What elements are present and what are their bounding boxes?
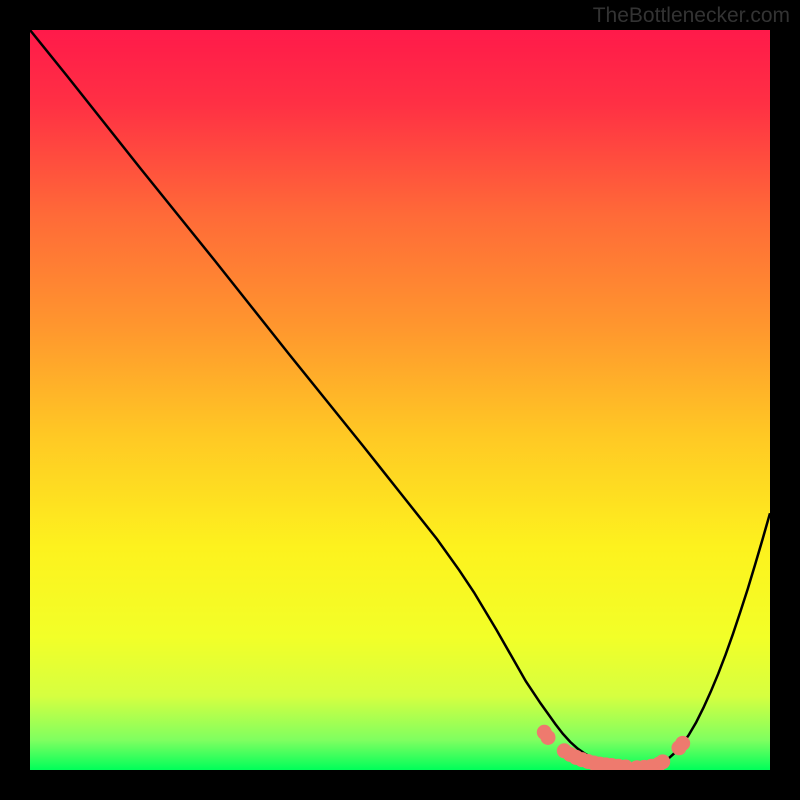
marker-point (541, 730, 556, 745)
chart-container: TheBottlenecker.com (0, 0, 800, 800)
marker-point (675, 736, 690, 751)
plot-area (30, 30, 770, 770)
marker-layer (30, 30, 770, 770)
watermark: TheBottlenecker.com (593, 4, 790, 28)
marker-point (655, 754, 670, 769)
